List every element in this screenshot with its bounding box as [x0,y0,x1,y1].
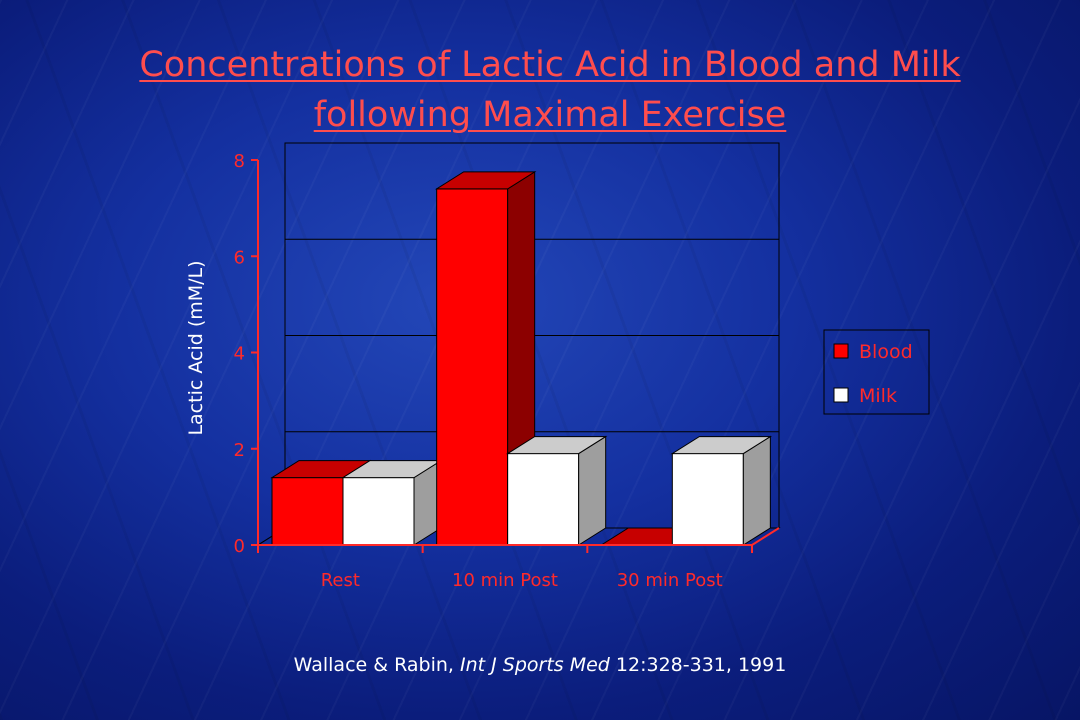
citation: Wallace & Rabin, Int J Sports Med 12:328… [0,654,1080,676]
bar-blood-1 [434,170,537,546]
citation-authors: Wallace & Rabin, [293,654,454,676]
x-axis-depth [751,527,780,546]
legend-label-milk: Milk [859,385,897,407]
y-tick-label: 2 [234,440,245,461]
slide-title: Concentrations of Lactic Acid in Blood a… [139,45,961,135]
bar-front [342,477,415,546]
y-tick-label: 4 [234,344,245,365]
citation-details: 12:328-331, 1991 [615,654,787,676]
bar-side [742,435,771,546]
bar-front [436,188,509,546]
x-tick-label: 10 min Post [452,570,558,591]
y-tick-label: 0 [234,536,245,557]
legend-swatch-milk [833,387,849,403]
bar-milk-1 [505,435,608,546]
x-tick-label: Rest [321,570,360,591]
bar-top [434,171,537,190]
bar-top [670,436,773,455]
y-tick-label: 8 [234,151,245,172]
legend: Blood Milk [823,329,930,415]
legend-box [823,329,930,415]
legend-label-blood: Blood [859,341,913,363]
citation-journal: Int J Sports Med [460,654,610,676]
legend-swatch-blood [833,343,849,359]
bar-milk-0 [341,459,443,546]
y-axis-title: Lactic Acid (mM/L) [185,260,207,435]
bar-side [578,435,607,546]
bar-milk-2 [670,435,773,546]
x-tick-label: 30 min Post [617,570,723,591]
bar-front [671,453,744,546]
bar-front [271,477,344,546]
y-tick-label: 6 [234,247,245,268]
bar-top [505,436,608,455]
bar-front [507,453,580,546]
